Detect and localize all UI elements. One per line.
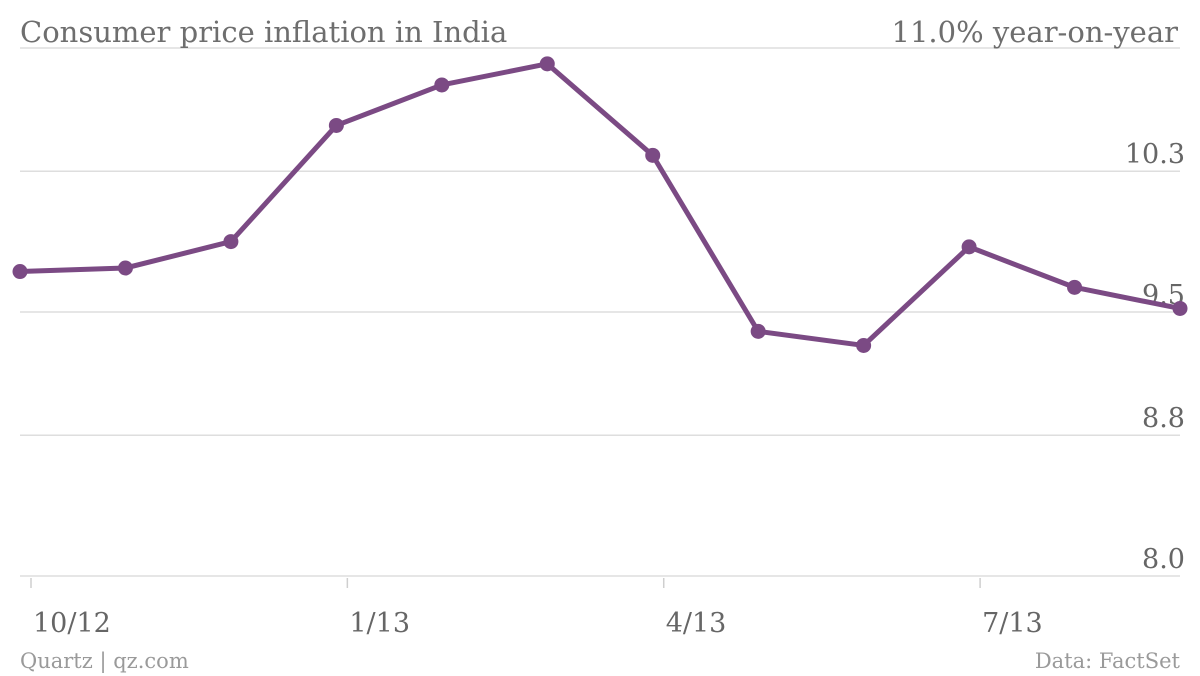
data-point — [1172, 300, 1188, 316]
y-tick-label: 8.8 — [1142, 403, 1185, 434]
series-line — [17, 61, 1183, 348]
data-point — [12, 264, 28, 280]
data-point — [961, 239, 977, 255]
data-point — [539, 56, 555, 72]
data-point — [750, 323, 766, 339]
series-group — [12, 56, 1188, 353]
y-tick-label: 8.0 — [1142, 544, 1185, 575]
chart-title: Consumer price inflation in India — [20, 15, 507, 49]
data-point — [434, 77, 450, 93]
x-tick-label: 1/13 — [349, 608, 410, 639]
data-point — [117, 260, 133, 276]
x-tick-label: 10/12 — [33, 608, 111, 639]
y-tick-label: 10.3 — [1125, 139, 1185, 170]
data-source: Data: FactSet — [1035, 649, 1181, 673]
data-point — [645, 147, 661, 163]
y-axis-tick-labels: 8.08.89.510.3 — [1125, 139, 1185, 575]
data-point — [1067, 279, 1083, 295]
grid-lines — [20, 47, 1180, 577]
x-axis-ticks: 10/12 1/13 4/13 7/13 — [30, 578, 1043, 639]
data-point — [856, 337, 872, 353]
y-axis-label: 11.0% year-on-year — [892, 15, 1179, 49]
x-tick-label: 4/13 — [666, 608, 727, 639]
source-credit: Quartz | qz.com — [20, 649, 189, 674]
data-point — [223, 234, 239, 250]
data-point — [328, 117, 344, 133]
x-tick-label: 7/13 — [982, 608, 1043, 639]
